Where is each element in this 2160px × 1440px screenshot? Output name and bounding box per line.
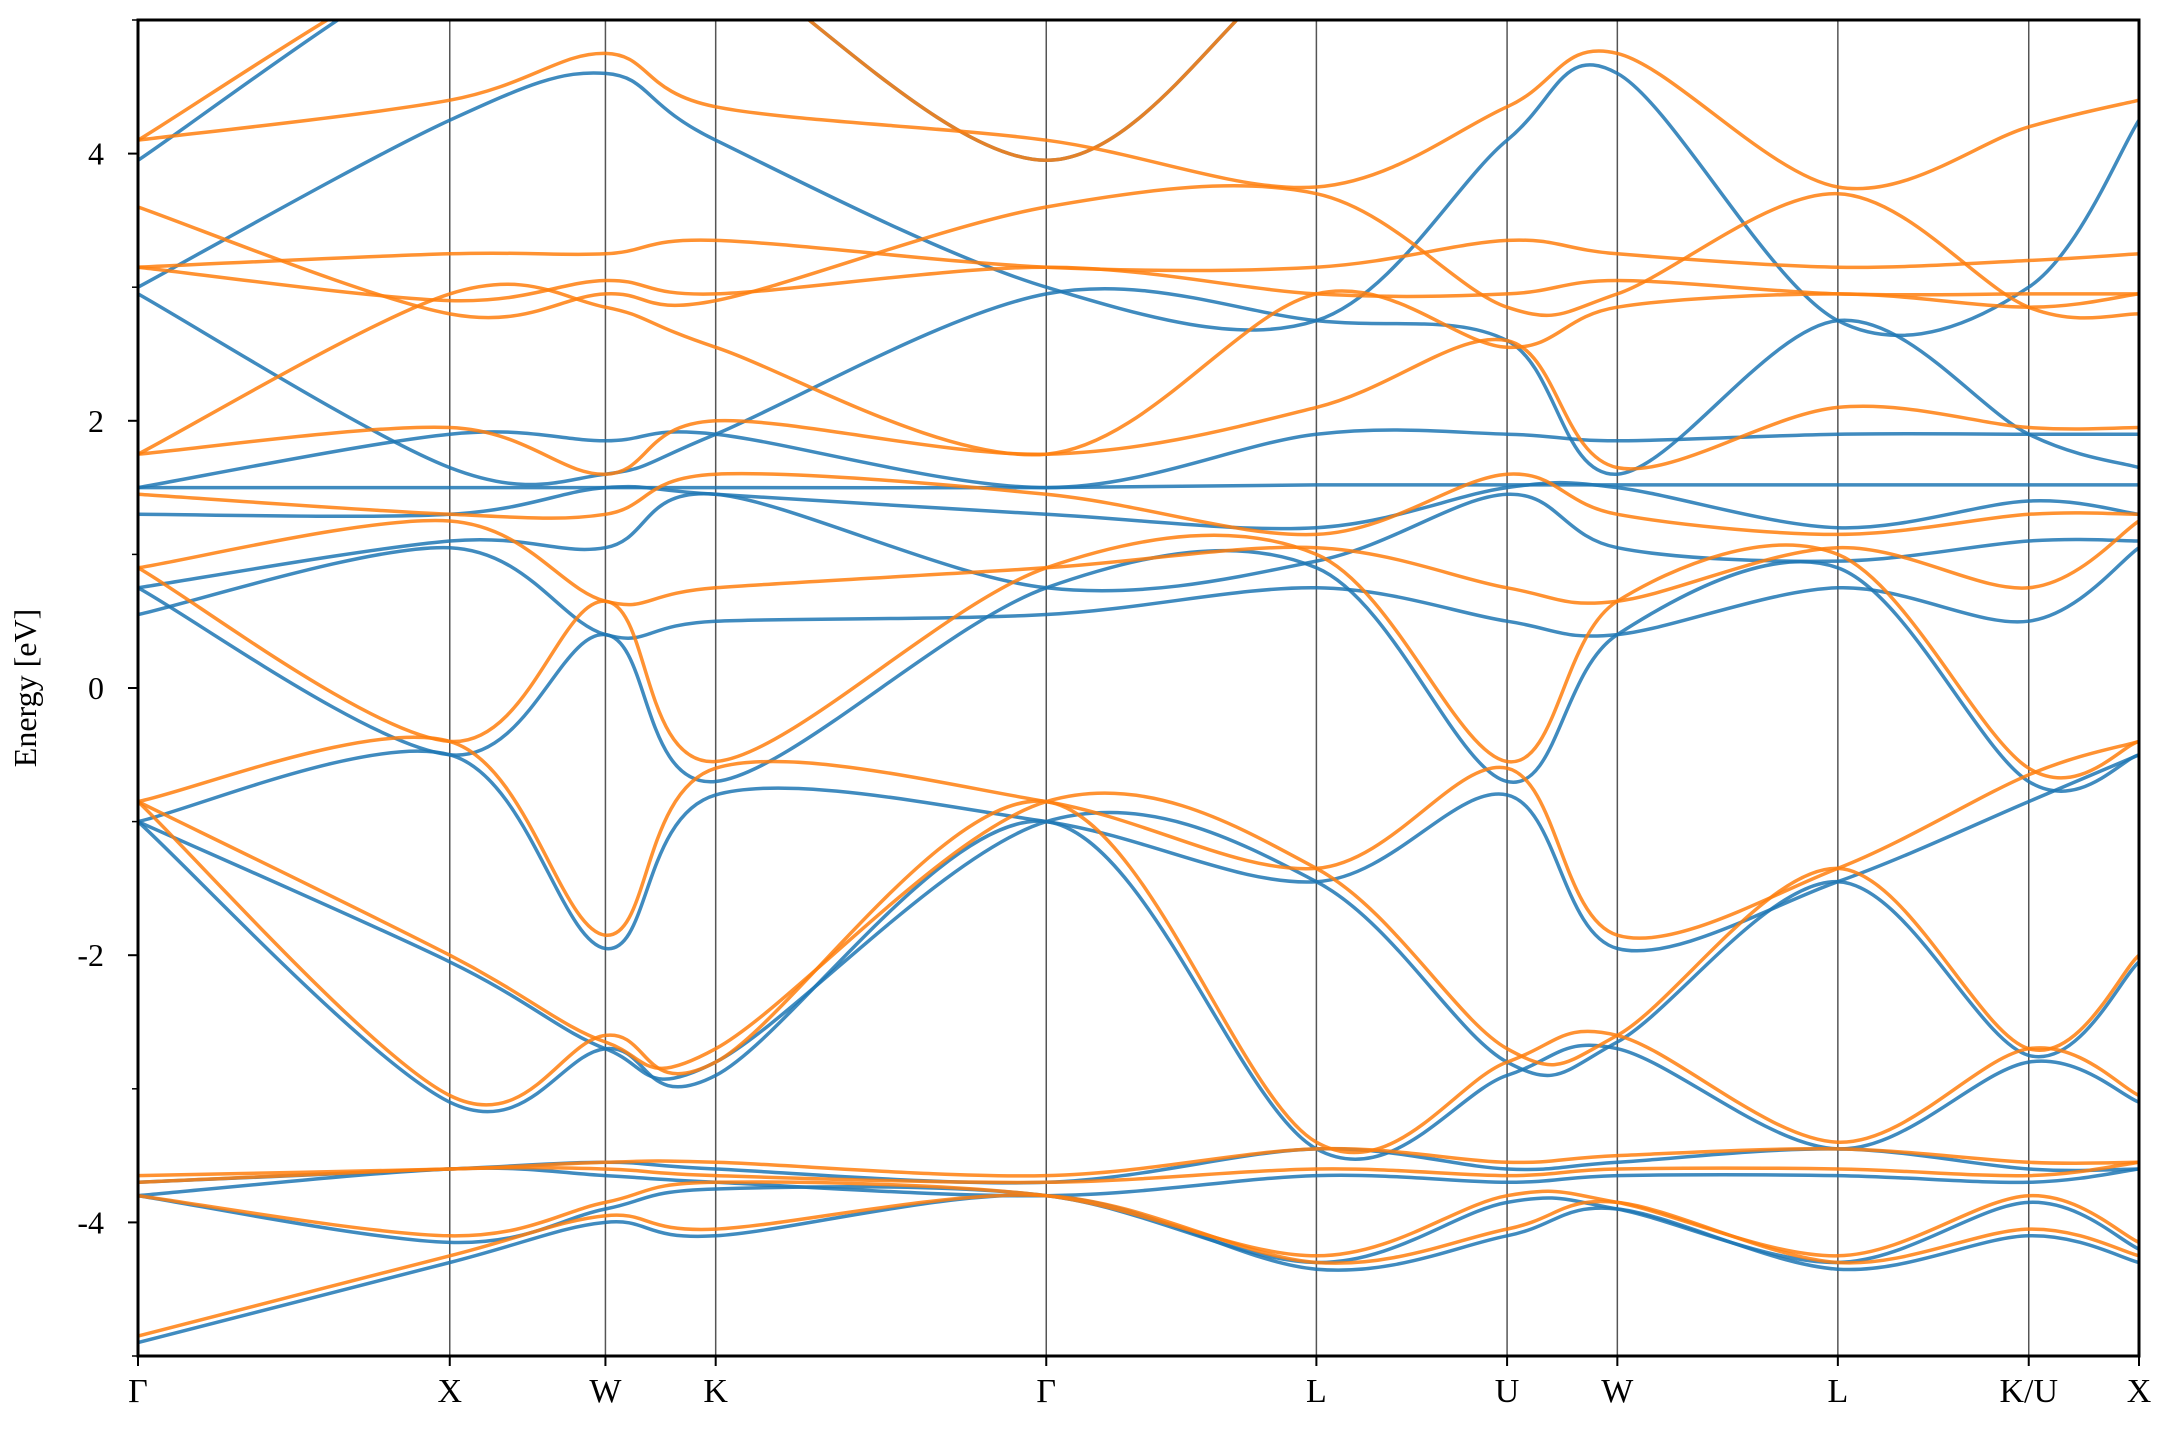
y-tick-label: 0	[88, 670, 104, 706]
band-line-blue	[138, 428, 2139, 490]
x-tick-label: K/U	[1999, 1373, 2058, 1410]
band-line-blue	[138, 819, 2139, 1162]
x-tick-label: W	[1601, 1373, 1634, 1410]
y-tick-label: 2	[88, 403, 104, 439]
band-line-blue	[138, 1185, 2139, 1265]
x-tick-label: X	[2127, 1373, 2152, 1410]
y-axis-label: Energy [eV]	[7, 609, 43, 767]
x-tick-label: Γ	[128, 1373, 148, 1410]
band-line-orange	[138, 735, 2139, 940]
band-line-orange	[138, 49, 2139, 191]
band-line-orange	[138, 1193, 2139, 1338]
band-line-blue	[138, 286, 2139, 487]
band-line-orange	[138, 265, 2139, 303]
band-line-blue	[138, 491, 2139, 593]
x-tick-label: W	[589, 1373, 622, 1410]
band-line-orange	[138, 533, 2139, 780]
band-line-orange	[138, 1160, 2139, 1185]
band-line-orange	[138, 471, 2139, 537]
band-line-blue	[138, 20, 1240, 163]
band-line-blue	[138, 482, 2139, 490]
band-line-orange	[138, 791, 2139, 1071]
band-line-blue	[138, 1193, 2139, 1345]
x-tick-label: L	[1827, 1373, 1848, 1410]
x-tick-label: U	[1495, 1373, 1520, 1410]
band-line-blue	[138, 810, 2139, 1081]
high-symmetry-lines	[449, 20, 2030, 1356]
x-tick-label: K	[703, 1373, 728, 1410]
y-tick-label: 4	[88, 136, 104, 172]
band-line-orange	[138, 337, 2139, 476]
x-tick-label: L	[1306, 1373, 1327, 1410]
band-line-blue	[138, 1166, 2139, 1198]
y-axis-ticks: -4 -2 0 2 4	[77, 19, 138, 1357]
band-line-orange	[138, 1180, 2139, 1258]
band-line-orange	[138, 518, 2139, 607]
band-line-orange	[138, 20, 1240, 163]
band-line-blue	[138, 63, 2139, 338]
band-line-blue	[138, 749, 2139, 953]
band-line-orange	[138, 799, 2139, 1155]
band-line-orange	[138, 1146, 2139, 1178]
plot-frame	[136, 18, 2141, 1358]
x-tick-label: Γ	[1036, 1373, 1056, 1410]
x-axis-ticks: Γ X W K Γ L U W L K/U X	[128, 1356, 2151, 1410]
band-line-blue	[138, 545, 2139, 640]
y-tick-label: -4	[77, 1204, 104, 1240]
band-line-orange	[138, 238, 2139, 273]
band-line-blue	[138, 548, 2139, 793]
band-lines	[138, 20, 2139, 1345]
band-line-orange	[138, 184, 2139, 320]
x-tick-label: X	[437, 1373, 462, 1410]
y-tick-label: -2	[77, 937, 104, 973]
